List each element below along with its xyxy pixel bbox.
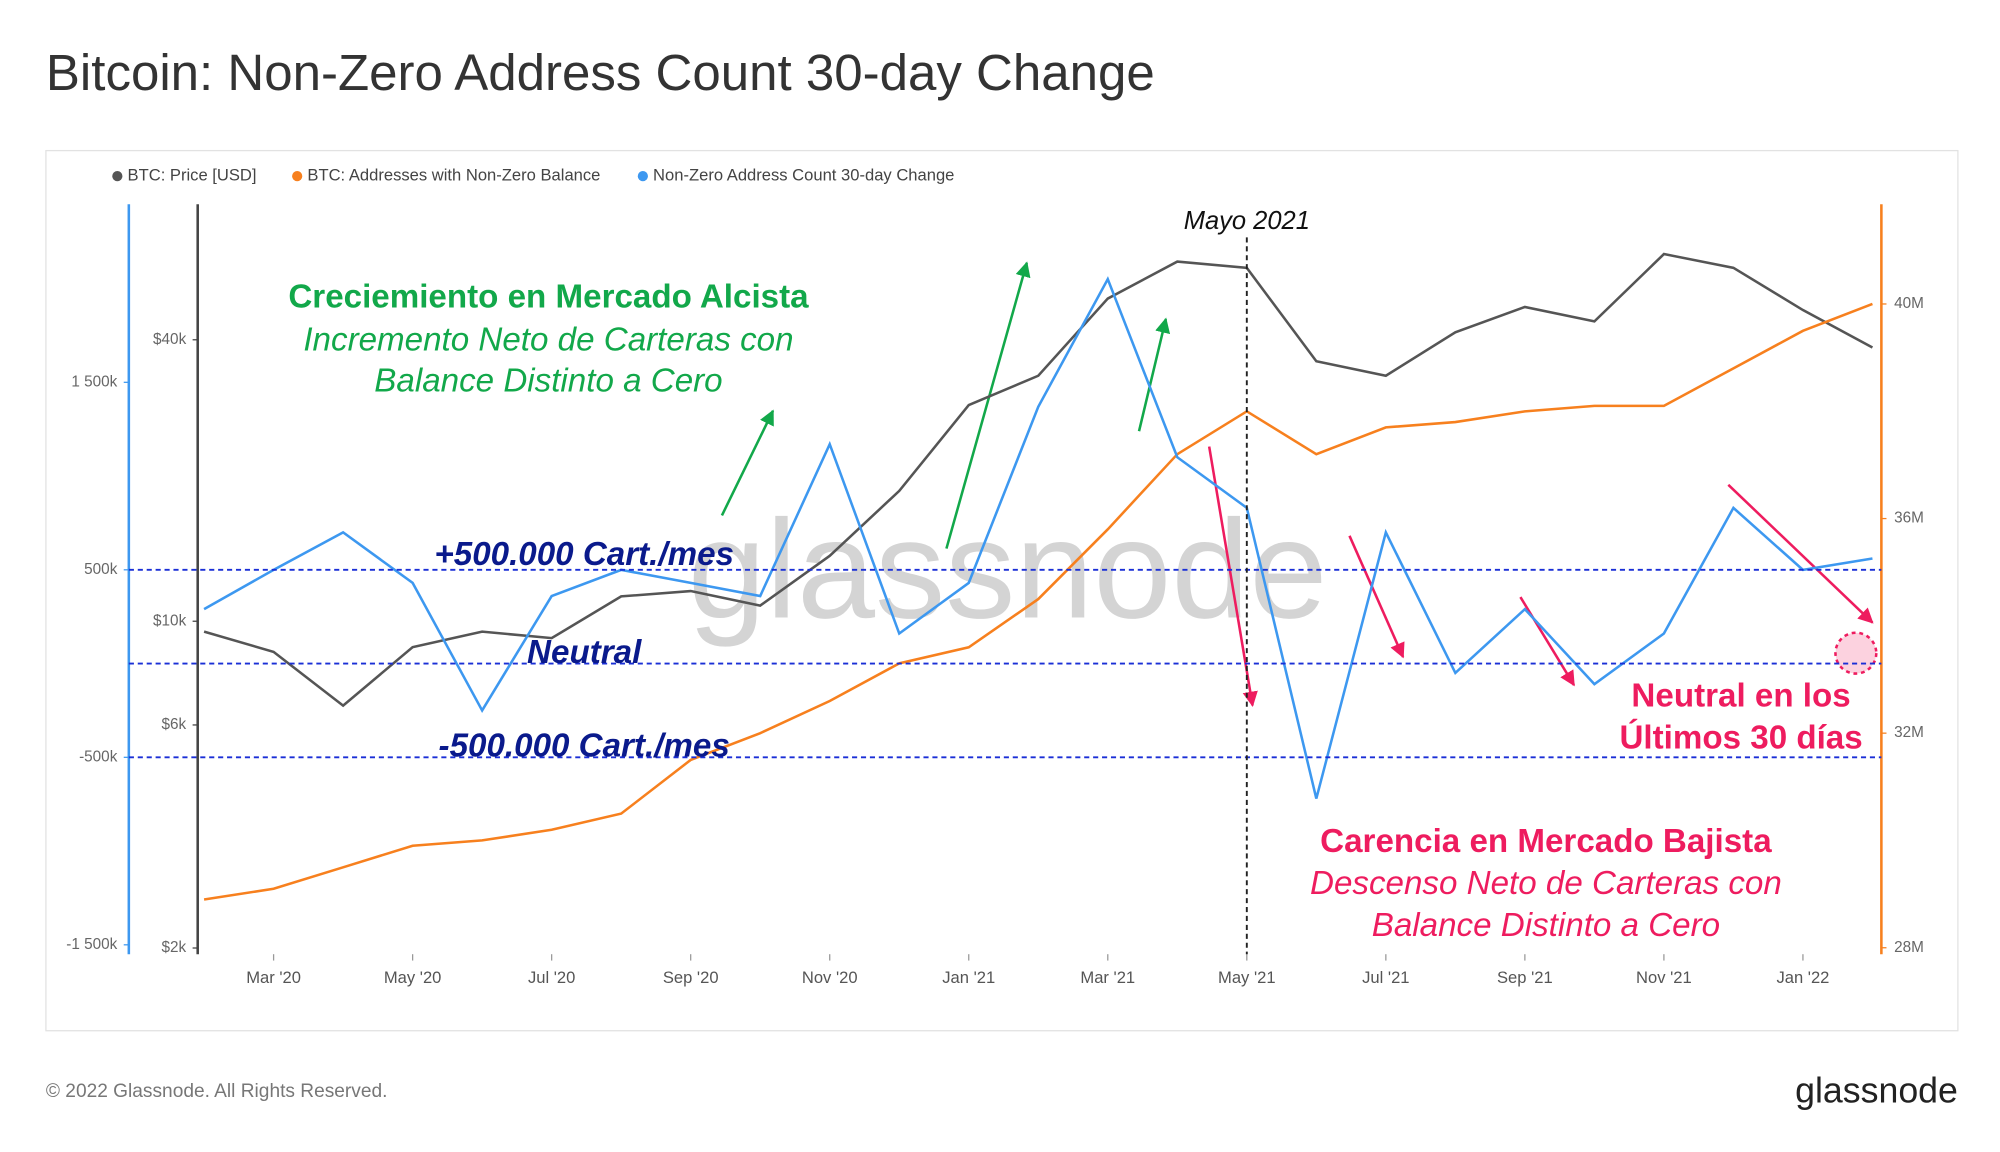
tick-label: $2k xyxy=(162,939,187,956)
annotation: Balance Distinto a Cero xyxy=(374,363,722,400)
arrow xyxy=(1727,483,1874,624)
tick-label: 28M xyxy=(1894,939,1924,956)
x-tick-label: Jan '21 xyxy=(942,968,995,987)
x-tick-label: Mar '21 xyxy=(1080,968,1135,987)
arrow xyxy=(1207,446,1258,707)
x-tick-label: Mar '20 xyxy=(246,968,301,987)
arrow xyxy=(945,261,1031,549)
annotation: +500.000 Cart./mes xyxy=(434,536,734,573)
arrow xyxy=(720,409,775,516)
vline-label: Mayo 2021 xyxy=(1184,207,1310,235)
frame xyxy=(45,149,1959,1032)
legend-label: BTC: Addresses with Non-Zero Balance xyxy=(307,166,600,185)
tick-label: -500k xyxy=(79,748,118,765)
arrow xyxy=(1348,535,1405,659)
x-tick-label: Sep '20 xyxy=(663,968,719,987)
legend-dot xyxy=(112,171,123,182)
arrow xyxy=(1137,317,1171,432)
legend-label: BTC: Price [USD] xyxy=(128,166,257,185)
x-tick-label: Nov '21 xyxy=(1636,968,1692,987)
x-tick-label: May '20 xyxy=(384,968,442,987)
annotation: Neutral en los xyxy=(1631,678,1850,715)
tick-label: -1 500k xyxy=(66,936,117,953)
series-line xyxy=(203,252,1874,708)
logo: glassnode xyxy=(1795,1071,1958,1111)
tick-label: 1 500k xyxy=(71,373,117,390)
tick-label: $6k xyxy=(162,716,187,733)
x-tick-label: Nov '20 xyxy=(802,968,858,987)
x-tick-label: Sep '21 xyxy=(1497,968,1553,987)
annotation: Últimos 30 días xyxy=(1619,719,1862,757)
x-tick-label: Jan '22 xyxy=(1776,968,1829,987)
tick-label: 36M xyxy=(1894,510,1924,527)
tick-label: $40k xyxy=(153,331,187,348)
x-tick-label: May '21 xyxy=(1218,968,1276,987)
legend-dot xyxy=(637,171,648,182)
arrows xyxy=(720,261,1878,707)
annotation: Neutral xyxy=(527,634,642,671)
tick-label: 500k xyxy=(84,561,118,578)
chart-title: Bitcoin: Non-Zero Address Count 30-day C… xyxy=(46,44,1155,101)
legend-dot xyxy=(292,171,303,182)
tick-label: $10k xyxy=(153,612,187,629)
legend-label: Non-Zero Address Count 30-day Change xyxy=(653,166,954,185)
annotation: Carencia en Mercado Bajista xyxy=(1320,823,1772,860)
series-line xyxy=(203,276,1873,799)
annotation: -500.000 Cart./mes xyxy=(439,727,730,764)
annotation: Incremento Neto de Carteras con xyxy=(303,322,793,359)
annotation: Descenso Neto de Carteras con xyxy=(1310,865,1782,902)
annotation: Creciemiento en Mercado Alcista xyxy=(288,278,809,315)
tick-label: 32M xyxy=(1894,724,1924,741)
x-tick-label: Jul '20 xyxy=(528,968,575,987)
series-line xyxy=(203,302,1873,901)
annotation: Balance Distinto a Cero xyxy=(1372,907,1720,944)
footer: © 2022 Glassnode. All Rights Reserved. xyxy=(46,1081,388,1102)
x-tick-label: Jul '21 xyxy=(1362,968,1409,987)
tick-label: 40M xyxy=(1894,295,1924,312)
highlight xyxy=(1834,631,1878,675)
arrow xyxy=(1519,596,1576,687)
